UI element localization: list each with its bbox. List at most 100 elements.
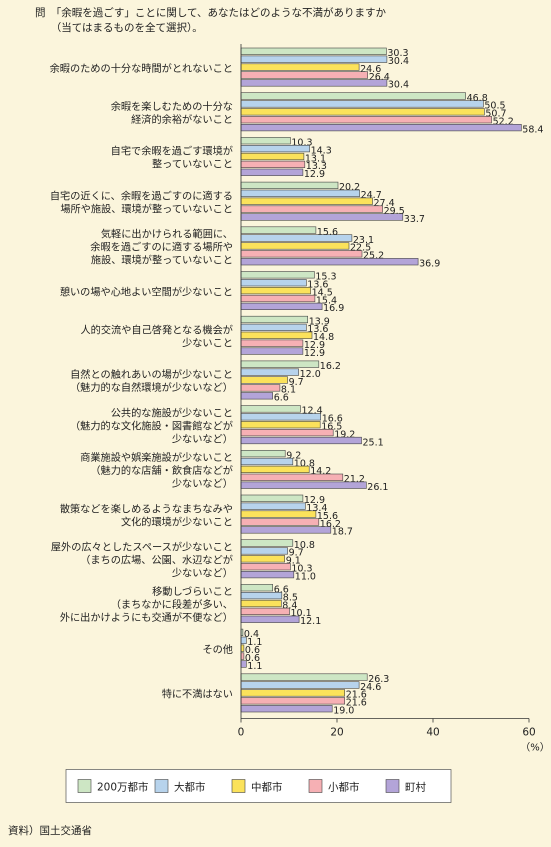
legend-swatch — [308, 779, 323, 793]
category-label: 施設、環境が整っていないこと — [91, 254, 233, 267]
bar — [240, 108, 485, 116]
bar — [240, 526, 332, 534]
bar — [240, 644, 245, 652]
legend-label: 大都市 — [174, 781, 206, 794]
data-label: 13.3 — [306, 161, 327, 172]
data-label: 9.7 — [289, 548, 304, 559]
data-label: 16.2 — [320, 361, 341, 372]
data-label: 12.9 — [304, 495, 325, 506]
bar — [240, 286, 311, 295]
data-label: 22.5 — [350, 243, 371, 254]
bar — [240, 100, 484, 108]
legend-label: 200万都市 — [97, 781, 149, 794]
category-label: 人的交流や自己啓発となる機会が — [80, 324, 233, 337]
bar — [240, 599, 282, 608]
bar — [240, 636, 247, 644]
category-label: 少ないなど） — [172, 478, 233, 490]
category-label: 少ないなど） — [172, 568, 233, 580]
bar — [240, 607, 290, 615]
bar — [240, 213, 404, 221]
bar — [240, 673, 368, 681]
data-label: 13.6 — [307, 280, 328, 291]
bar — [240, 323, 307, 332]
bar — [240, 570, 295, 579]
bar — [240, 518, 320, 526]
bar — [240, 376, 288, 384]
bar — [240, 591, 283, 600]
category-label: 自然との触れあいの場が少ないこと — [70, 368, 233, 381]
bar — [240, 92, 466, 100]
bar — [240, 152, 305, 161]
data-label: 15.3 — [315, 272, 336, 283]
legend-label: 小都市 — [328, 781, 360, 794]
category-label: 自宅の近くに、余暇を過ごすのに適する — [50, 189, 233, 202]
bar — [240, 258, 419, 266]
category-label: 気軽に出かけられる範囲に、 — [101, 228, 233, 241]
data-label: 24.7 — [361, 190, 382, 201]
data-label: 26.1 — [367, 482, 388, 493]
category-label: その他 — [202, 643, 233, 656]
bar — [240, 563, 291, 571]
data-label: 8.4 — [282, 600, 297, 611]
category-label: 場所や施設、環境が整っていないこと — [60, 202, 233, 215]
data-label: 25.1 — [363, 437, 384, 448]
category-label: 少ないなど） — [172, 433, 233, 445]
data-label: 6.6 — [274, 585, 289, 596]
bar — [240, 547, 288, 555]
bar — [240, 271, 315, 279]
category-label: 文化的環境が少ないこと — [121, 515, 233, 528]
bar — [240, 689, 345, 697]
category-label: 少ないこと — [182, 338, 233, 350]
legend-swatch — [154, 779, 169, 793]
data-label: 10.3 — [291, 564, 312, 575]
bar — [240, 189, 360, 197]
data-label: 14.8 — [313, 332, 334, 343]
bar — [240, 145, 310, 153]
category-label: （魅力的な店舗・飲食店などが — [90, 464, 233, 477]
data-label: 12.4 — [302, 406, 323, 417]
data-label: 21.6 — [346, 698, 367, 709]
category-label: （まちの広場、公園、水辺などが — [80, 554, 233, 567]
bar — [240, 539, 294, 547]
bar — [240, 205, 383, 213]
legend-label: 中都市 — [251, 781, 283, 794]
data-label: 0.4 — [244, 629, 259, 640]
category-label: 公共的な施設が少ないこと — [111, 406, 233, 419]
data-label: 46.8 — [467, 93, 488, 104]
data-label: 13.1 — [305, 153, 326, 164]
bar — [240, 428, 334, 437]
bar — [240, 481, 367, 489]
data-label: 8.5 — [283, 592, 298, 603]
bar — [240, 250, 363, 258]
bar — [240, 63, 360, 71]
data-label: 30.3 — [387, 48, 408, 59]
category-label: 特に不満はない — [162, 689, 233, 701]
category-label: 商業施設や娯楽施設が少ないこと — [80, 451, 233, 464]
data-label: 6.6 — [274, 393, 289, 404]
bar — [240, 510, 317, 518]
bar — [240, 392, 274, 400]
bar — [240, 55, 388, 63]
data-label: 50.5 — [484, 101, 505, 112]
bar — [240, 584, 274, 592]
bar — [240, 197, 373, 205]
data-label: 1.1 — [247, 661, 262, 672]
data-label: 13.4 — [306, 503, 327, 514]
data-label: 19.0 — [333, 706, 354, 717]
data-label: 23.1 — [353, 235, 374, 246]
data-label: 10.1 — [291, 608, 312, 619]
data-label: 12.9 — [304, 169, 325, 180]
bar — [240, 47, 387, 55]
data-label: 20.2 — [339, 182, 360, 193]
x-tick-label: 20 — [330, 727, 343, 739]
x-tick-label: 60 — [522, 727, 535, 739]
data-label: 1.1 — [247, 637, 262, 648]
category-label: （魅力的な自然環境が少ないなど） — [70, 381, 233, 394]
data-label: 9.2 — [286, 450, 301, 461]
bar — [240, 413, 321, 421]
category-label: 余暇を楽しむための十分な — [111, 100, 233, 113]
data-label: 16.5 — [321, 422, 342, 433]
bar — [240, 71, 368, 79]
category-label: 経済的余裕がないこと — [131, 113, 233, 126]
